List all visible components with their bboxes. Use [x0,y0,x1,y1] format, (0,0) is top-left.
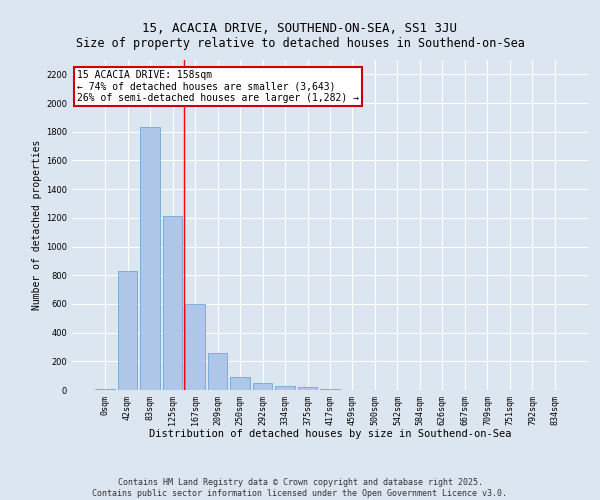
Bar [208,352,227,390]
Y-axis label: Number of detached properties: Number of detached properties [32,140,42,310]
Text: 15, ACACIA DRIVE, SOUTHEND-ON-SEA, SS1 3JU: 15, ACACIA DRIVE, SOUTHEND-ON-SEA, SS1 3… [143,22,458,36]
Bar [298,387,317,390]
Bar [95,388,115,390]
Bar [163,216,182,390]
Bar [230,377,250,390]
Bar [253,383,272,390]
Bar [140,128,160,390]
Bar [275,386,295,390]
Bar [118,271,137,390]
X-axis label: Distribution of detached houses by size in Southend-on-Sea: Distribution of detached houses by size … [149,429,511,439]
Bar [320,388,340,390]
Text: Size of property relative to detached houses in Southend-on-Sea: Size of property relative to detached ho… [76,38,524,51]
Bar [185,304,205,390]
Text: Contains HM Land Registry data © Crown copyright and database right 2025.
Contai: Contains HM Land Registry data © Crown c… [92,478,508,498]
Text: 15 ACACIA DRIVE: 158sqm
← 74% of detached houses are smaller (3,643)
26% of semi: 15 ACACIA DRIVE: 158sqm ← 74% of detache… [77,70,359,103]
